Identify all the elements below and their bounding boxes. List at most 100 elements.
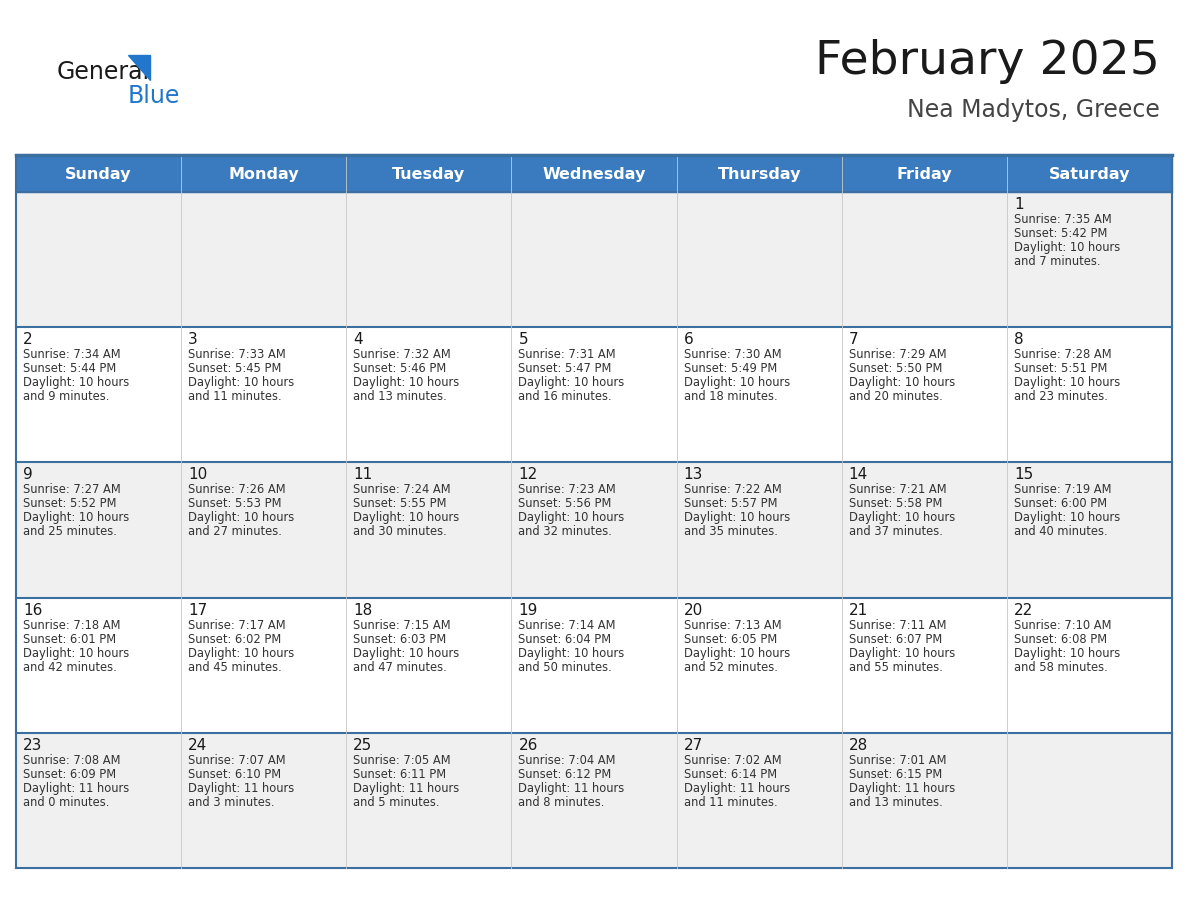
Text: Daylight: 10 hours: Daylight: 10 hours (1013, 511, 1120, 524)
Text: Sunset: 5:55 PM: Sunset: 5:55 PM (353, 498, 447, 510)
Text: 11: 11 (353, 467, 373, 482)
Text: Sunrise: 7:31 AM: Sunrise: 7:31 AM (518, 348, 617, 361)
Text: Wednesday: Wednesday (542, 167, 646, 182)
Text: Sunrise: 7:33 AM: Sunrise: 7:33 AM (188, 348, 286, 361)
Text: Sunrise: 7:04 AM: Sunrise: 7:04 AM (518, 754, 615, 767)
Text: and 52 minutes.: and 52 minutes. (683, 661, 777, 674)
Text: and 23 minutes.: and 23 minutes. (1013, 390, 1107, 403)
Text: Daylight: 10 hours: Daylight: 10 hours (353, 376, 460, 389)
Text: Sunrise: 7:01 AM: Sunrise: 7:01 AM (848, 754, 946, 767)
Text: Sunset: 6:07 PM: Sunset: 6:07 PM (848, 633, 942, 645)
Text: and 13 minutes.: and 13 minutes. (353, 390, 447, 403)
Text: and 8 minutes.: and 8 minutes. (518, 796, 605, 809)
Text: Sunset: 5:47 PM: Sunset: 5:47 PM (518, 363, 612, 375)
Text: Sunset: 5:44 PM: Sunset: 5:44 PM (23, 363, 116, 375)
Text: Sunrise: 7:11 AM: Sunrise: 7:11 AM (848, 619, 946, 632)
Text: and 5 minutes.: and 5 minutes. (353, 796, 440, 809)
Text: Daylight: 10 hours: Daylight: 10 hours (353, 511, 460, 524)
Text: and 45 minutes.: and 45 minutes. (188, 661, 282, 674)
Text: Sunset: 6:01 PM: Sunset: 6:01 PM (23, 633, 116, 645)
Text: Sunrise: 7:29 AM: Sunrise: 7:29 AM (848, 348, 947, 361)
Text: 22: 22 (1013, 602, 1034, 618)
Text: Sunset: 5:56 PM: Sunset: 5:56 PM (518, 498, 612, 510)
Text: Sunrise: 7:18 AM: Sunrise: 7:18 AM (23, 619, 120, 632)
Text: Sunrise: 7:17 AM: Sunrise: 7:17 AM (188, 619, 286, 632)
Text: Sunrise: 7:35 AM: Sunrise: 7:35 AM (1013, 213, 1112, 226)
Text: and 13 minutes.: and 13 minutes. (848, 796, 942, 809)
Text: and 0 minutes.: and 0 minutes. (23, 796, 109, 809)
Text: 23: 23 (23, 738, 43, 753)
Text: Sunrise: 7:19 AM: Sunrise: 7:19 AM (1013, 484, 1111, 497)
Text: Daylight: 10 hours: Daylight: 10 hours (188, 646, 295, 660)
Bar (15, 463, 1173, 598)
Text: 14: 14 (848, 467, 868, 482)
Text: and 58 minutes.: and 58 minutes. (1013, 661, 1107, 674)
Text: and 35 minutes.: and 35 minutes. (683, 525, 777, 538)
Text: Daylight: 10 hours: Daylight: 10 hours (23, 376, 129, 389)
Text: Sunrise: 7:08 AM: Sunrise: 7:08 AM (23, 754, 120, 767)
Text: Daylight: 10 hours: Daylight: 10 hours (848, 511, 955, 524)
Text: Thursday: Thursday (718, 167, 801, 182)
Text: Sunset: 5:50 PM: Sunset: 5:50 PM (848, 363, 942, 375)
Text: Saturday: Saturday (1049, 167, 1130, 182)
Text: Sunset: 5:42 PM: Sunset: 5:42 PM (1013, 227, 1107, 240)
Text: Daylight: 10 hours: Daylight: 10 hours (188, 511, 295, 524)
Text: and 55 minutes.: and 55 minutes. (848, 661, 942, 674)
Text: 26: 26 (518, 738, 538, 753)
Text: Sunset: 6:08 PM: Sunset: 6:08 PM (1013, 633, 1107, 645)
Text: 3: 3 (188, 332, 198, 347)
Text: 15: 15 (1013, 467, 1034, 482)
Text: and 20 minutes.: and 20 minutes. (848, 390, 942, 403)
Text: and 37 minutes.: and 37 minutes. (848, 525, 942, 538)
Text: 8: 8 (1013, 332, 1024, 347)
Text: Daylight: 10 hours: Daylight: 10 hours (518, 376, 625, 389)
Text: and 27 minutes.: and 27 minutes. (188, 525, 282, 538)
Text: Blue: Blue (128, 84, 181, 108)
Text: 17: 17 (188, 602, 208, 618)
Bar (15, 733, 1173, 868)
Text: Friday: Friday (897, 167, 952, 182)
Text: Sunrise: 7:07 AM: Sunrise: 7:07 AM (188, 754, 286, 767)
Text: 21: 21 (848, 602, 868, 618)
Bar (15, 327, 1173, 463)
Text: Daylight: 10 hours: Daylight: 10 hours (518, 646, 625, 660)
Text: Sunset: 6:14 PM: Sunset: 6:14 PM (683, 767, 777, 781)
Text: 18: 18 (353, 602, 373, 618)
Text: Sunrise: 7:02 AM: Sunrise: 7:02 AM (683, 754, 782, 767)
Text: 24: 24 (188, 738, 208, 753)
Text: Daylight: 10 hours: Daylight: 10 hours (23, 511, 129, 524)
Text: and 9 minutes.: and 9 minutes. (23, 390, 109, 403)
Text: Sunset: 5:45 PM: Sunset: 5:45 PM (188, 363, 282, 375)
Text: Daylight: 10 hours: Daylight: 10 hours (518, 511, 625, 524)
Text: Daylight: 10 hours: Daylight: 10 hours (683, 376, 790, 389)
Text: Daylight: 10 hours: Daylight: 10 hours (23, 646, 129, 660)
Text: Sunrise: 7:23 AM: Sunrise: 7:23 AM (518, 484, 617, 497)
Text: 20: 20 (683, 602, 703, 618)
Text: Sunrise: 7:14 AM: Sunrise: 7:14 AM (518, 619, 615, 632)
Text: 19: 19 (518, 602, 538, 618)
Text: and 11 minutes.: and 11 minutes. (683, 796, 777, 809)
Text: Sunset: 5:49 PM: Sunset: 5:49 PM (683, 363, 777, 375)
Text: and 11 minutes.: and 11 minutes. (188, 390, 282, 403)
Text: February 2025: February 2025 (815, 39, 1159, 84)
Text: Sunset: 5:57 PM: Sunset: 5:57 PM (683, 498, 777, 510)
Bar (15, 157, 1173, 192)
Text: Sunday: Sunday (65, 167, 132, 182)
Text: and 7 minutes.: and 7 minutes. (1013, 255, 1100, 268)
Text: Nea Madytos, Greece: Nea Madytos, Greece (908, 98, 1159, 122)
Text: Daylight: 10 hours: Daylight: 10 hours (1013, 241, 1120, 254)
Text: 25: 25 (353, 738, 373, 753)
Text: 28: 28 (848, 738, 868, 753)
Text: 1: 1 (1013, 197, 1024, 212)
Text: Sunset: 6:05 PM: Sunset: 6:05 PM (683, 633, 777, 645)
Text: Daylight: 10 hours: Daylight: 10 hours (848, 376, 955, 389)
Text: Daylight: 10 hours: Daylight: 10 hours (683, 511, 790, 524)
Bar (15, 192, 1173, 327)
Text: Sunrise: 7:26 AM: Sunrise: 7:26 AM (188, 484, 286, 497)
Text: Daylight: 10 hours: Daylight: 10 hours (1013, 376, 1120, 389)
Text: and 42 minutes.: and 42 minutes. (23, 661, 116, 674)
Text: Sunset: 6:12 PM: Sunset: 6:12 PM (518, 767, 612, 781)
Text: Daylight: 11 hours: Daylight: 11 hours (683, 782, 790, 795)
Text: 5: 5 (518, 332, 527, 347)
Text: Sunrise: 7:21 AM: Sunrise: 7:21 AM (848, 484, 947, 497)
